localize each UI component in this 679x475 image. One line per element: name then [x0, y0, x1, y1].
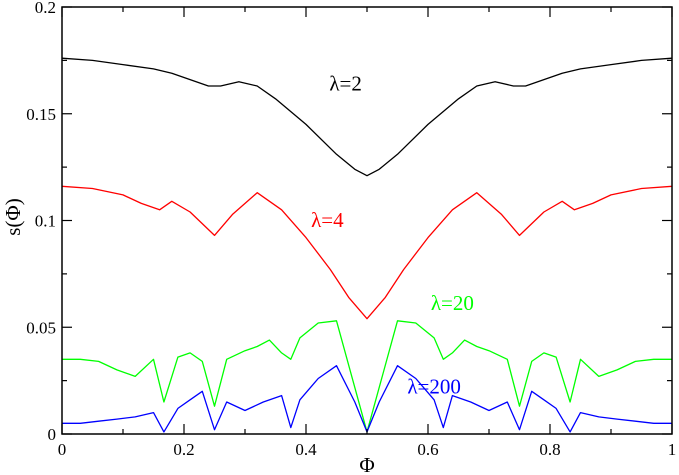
plot-frame	[61, 6, 673, 435]
x-tick-label: 0.2	[173, 440, 194, 459]
x-tick-label: 1	[668, 440, 677, 459]
y-axis-title: s(Φ)	[1, 198, 25, 236]
series-line	[61, 185, 673, 320]
ticks-layer	[61, 6, 673, 435]
x-tick-label: 0.4	[295, 440, 317, 459]
series-line	[61, 57, 673, 177]
y-tick-label: 0.2	[35, 0, 56, 17]
labels-layer: 0 0.2 0.4 0.6 0.8 1 0 0.05 0.1 0.15 0.2 λ=2 λ=4 λ=20 λ…	[26, 0, 676, 459]
series-label: λ=2	[329, 71, 362, 95]
x-tick-label: 0.6	[417, 440, 438, 459]
series-label: λ=4	[311, 208, 344, 232]
series-label: λ=20	[431, 291, 474, 315]
series-line	[62, 320, 672, 433]
y-tick-label: 0.15	[26, 105, 56, 124]
x-tick-label: 0	[58, 440, 67, 459]
y-tick-label: 0.05	[26, 318, 56, 337]
y-tick-label: 0.1	[35, 212, 56, 231]
y-tick-label: 0	[48, 425, 57, 444]
x-tick-label: 0.8	[539, 440, 560, 459]
series-layer	[61, 57, 673, 433]
x-axis-title: Φ	[359, 453, 374, 475]
series-line	[62, 365, 672, 433]
series-label: λ=200	[407, 374, 461, 398]
